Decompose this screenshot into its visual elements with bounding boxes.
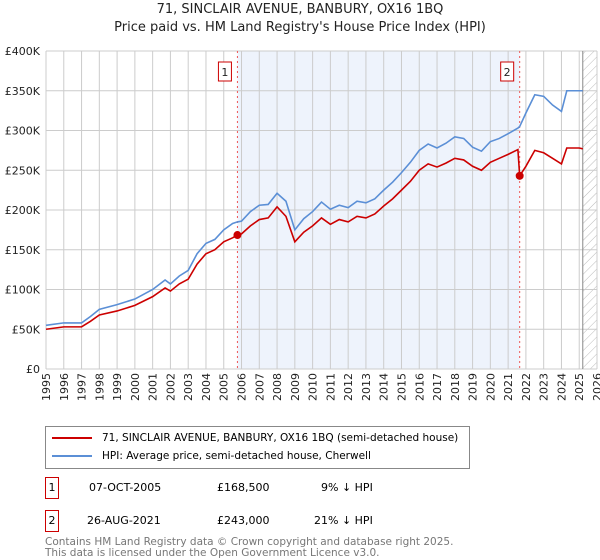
x-tick-label: 1997 (76, 373, 89, 401)
x-tick-label: 2002 (164, 373, 177, 401)
footer-line1: Contains HM Land Registry data © Crown c… (45, 536, 454, 548)
x-tick-label: 2000 (129, 373, 142, 401)
x-tick-label: 2020 (484, 373, 497, 401)
y-tick-label: £300K (5, 125, 41, 138)
legend-swatch-red (52, 437, 92, 439)
price-paid-line (45, 147, 583, 331)
x-tick-label: 2018 (449, 373, 462, 401)
chart-subtitle: Price paid vs. HM Land Registry's House … (114, 20, 486, 35)
x-tick-label: 2019 (467, 373, 480, 401)
x-tick-label: 2012 (342, 373, 355, 401)
annotation-row: 1 07-OCT-2005 £168,500 9% ↓ HPI (45, 477, 600, 499)
x-tick-label: 2014 (378, 373, 391, 401)
x-tick-label: 2010 (307, 373, 320, 401)
annotation-hpi: 21% ↓ HPI (314, 514, 373, 527)
legend-label-hpi: HPI: Average price, semi-detached house,… (102, 450, 371, 462)
legend-swatch-blue (52, 455, 92, 457)
x-tick-label: 1999 (111, 373, 124, 401)
x-tick-label: 2006 (236, 373, 249, 401)
y-tick-label: £400K (5, 45, 41, 58)
annotation-marker: 1 (45, 477, 59, 499)
chart-title: 71, SINCLAIR AVENUE, BANBURY, OX16 1BQ (156, 2, 444, 17)
y-tick-label: £350K (5, 85, 41, 98)
annotation-price: £243,000 (217, 514, 270, 527)
footer-line2: This data is licensed under the Open Gov… (45, 547, 380, 559)
x-tick-label: 2008 (271, 373, 284, 401)
x-tick-label: 2017 (431, 373, 444, 401)
legend-label-property: 71, SINCLAIR AVENUE, BANBURY, OX16 1BQ (… (102, 432, 459, 444)
annotation-date: 07-OCT-2005 (89, 481, 162, 494)
sale-marker-box (217, 61, 232, 82)
x-tick-label: 2023 (538, 373, 551, 401)
y-tick-label: £0 (26, 363, 40, 376)
x-tick-label: 2011 (324, 373, 337, 401)
annotation-hpi: 9% ↓ HPI (321, 481, 373, 494)
x-tick-label: 1998 (93, 373, 106, 401)
sale-point (233, 231, 242, 240)
x-tick-label: 2021 (502, 373, 515, 401)
footer: Contains HM Land Registry data © Crown c… (45, 537, 453, 559)
y-tick-label: £50K (12, 323, 41, 336)
y-tick-label: £150K (5, 244, 41, 257)
x-tick-label: 2005 (218, 373, 231, 401)
x-tick-label: 2007 (253, 373, 266, 401)
chart-plot: 1995 1996 1997 1998 1999 2000 2001 2002 2003 2004… (5, 45, 600, 401)
x-tick-label: 2024 (555, 373, 568, 401)
sale-marker-label: 2 (504, 66, 511, 79)
y-tick-label: £250K (5, 164, 41, 177)
x-tick-label: 2013 (360, 373, 373, 401)
x-tick-label: 2016 (413, 373, 426, 401)
legend: 71, SINCLAIR AVENUE, BANBURY, OX16 1BQ (… (45, 426, 470, 469)
annotation-marker: 2 (45, 510, 59, 532)
x-tick-label: 1996 (58, 373, 71, 401)
sale-marker-box (500, 61, 515, 82)
x-tick-label: 2015 (395, 373, 408, 401)
annotation-date: 26-AUG-2021 (87, 514, 161, 527)
x-tick-label: 1995 (40, 373, 53, 401)
hpi-line (45, 89, 583, 327)
x-tick-label: 2009 (289, 373, 302, 401)
x-tick-label: 2001 (147, 373, 160, 401)
x-tick-label: 2022 (520, 373, 533, 401)
sale-point (515, 171, 524, 180)
x-tick-label: 2004 (200, 373, 213, 401)
annotation-price: £168,500 (217, 481, 270, 494)
y-tick-label: £200K (5, 204, 41, 217)
sale-marker-label: 1 (221, 66, 228, 79)
y-tick-label: £100K (5, 284, 41, 297)
x-tick-label: 2025 (573, 373, 586, 401)
x-tick-label: 2026 (591, 373, 600, 401)
annotation-row: 2 26-AUG-2021 £243,000 21% ↓ HPI (45, 510, 600, 532)
x-tick-label: 2003 (182, 373, 195, 401)
